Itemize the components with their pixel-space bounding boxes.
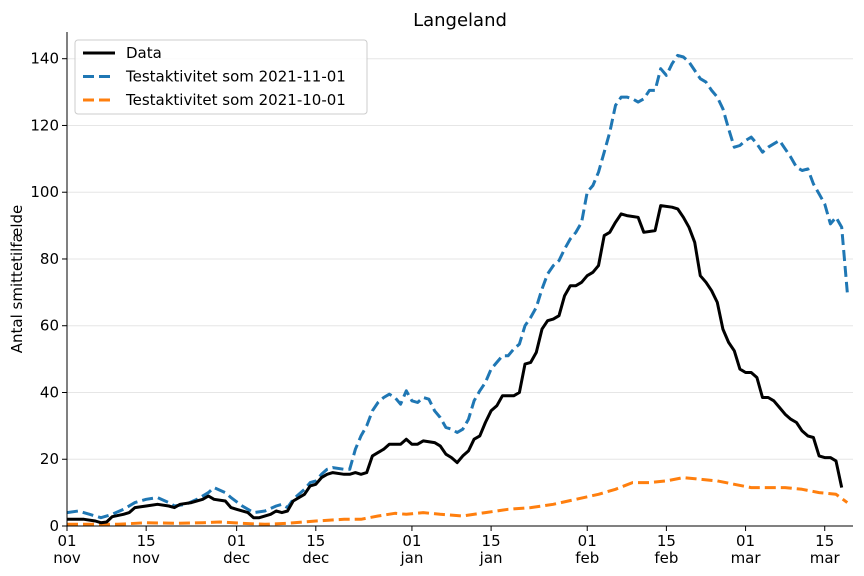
y-tick-label: 20 — [40, 450, 59, 468]
series-line-0 — [67, 204, 844, 525]
y-axis-label: Antal smittetilfælde — [8, 205, 26, 354]
y-tick-label: 120 — [30, 116, 59, 134]
series-lines — [66, 53, 849, 526]
x-tick-label-month: mar — [810, 549, 841, 567]
y-tick-label: 100 — [30, 183, 59, 201]
y-tick-label: 40 — [40, 383, 59, 401]
x-tick-label-day: 15 — [482, 532, 501, 550]
legend: Data Testaktivitet som 2021-11-01 Testakti… — [74, 39, 368, 115]
x-tick-label-day: 01 — [227, 532, 246, 550]
x-tick-label-month: dec — [223, 549, 250, 567]
legend-box — [74, 39, 368, 115]
x-tick-label-month: jan — [399, 549, 423, 567]
x-tick-label-month: nov — [132, 549, 160, 567]
legend-label-2: Testaktivitet som 2021-10-01 — [125, 91, 346, 109]
series-line-1 — [66, 53, 849, 520]
x-tick-label-day: 15 — [306, 532, 325, 550]
x-tick-label-month: mar — [731, 549, 762, 567]
y-tick-label: 0 — [49, 517, 59, 535]
legend-label-1: Testaktivitet som 2021-11-01 — [125, 68, 346, 86]
x-tick-label-day: 01 — [57, 532, 76, 550]
x-tick-label-month: nov — [53, 549, 81, 567]
x-tick-label-day: 01 — [578, 532, 597, 550]
x-tick-label-month: feb — [654, 549, 678, 567]
y-tick-label: 80 — [40, 250, 59, 268]
y-tick-label: 60 — [40, 317, 59, 335]
x-tick-label-month: feb — [575, 549, 599, 567]
x-tick-label-day: 15 — [657, 532, 676, 550]
x-tick-label-day: 01 — [736, 532, 755, 550]
x-ticks: 01nov15nov01dec15dec01jan15jan01feb15feb… — [53, 526, 841, 567]
legend-label-0: Data — [126, 44, 162, 62]
x-tick-label-day: 15 — [815, 532, 834, 550]
x-tick-label-month: dec — [302, 549, 329, 567]
x-tick-label-day: 15 — [137, 532, 156, 550]
y-tick-label: 140 — [30, 50, 59, 68]
series-line-2 — [67, 476, 849, 526]
chart-title: Langeland — [413, 10, 507, 31]
x-tick-label-month: jan — [479, 549, 503, 567]
x-tick-label-day: 01 — [402, 532, 421, 550]
y-ticks: 0 20 40 60 80 100 120 140 — [30, 50, 67, 535]
axes — [66, 32, 853, 527]
